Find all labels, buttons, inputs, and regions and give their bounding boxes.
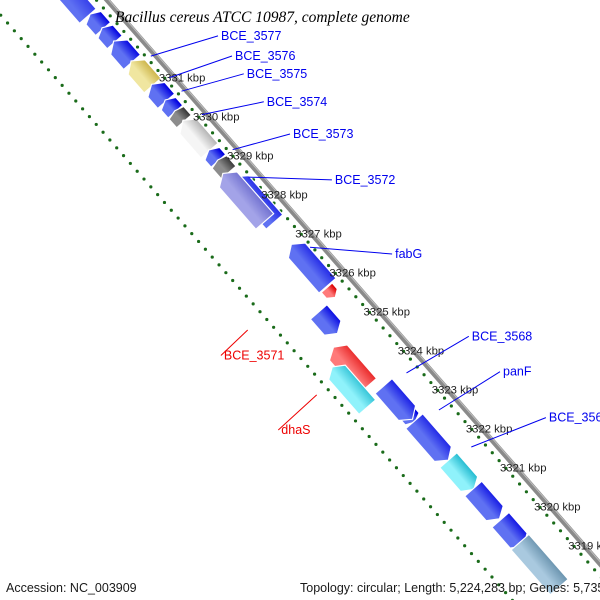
svg-text:BCE_3575: BCE_3575 — [247, 67, 308, 81]
svg-text:panF: panF — [503, 365, 532, 379]
svg-text:3323 kbp: 3323 kbp — [432, 384, 478, 396]
svg-text:3329 kbp: 3329 kbp — [227, 150, 273, 162]
svg-text:Accession: NC_003909: Accession: NC_003909 — [6, 581, 137, 595]
svg-text:BCE_3566: BCE_3566 — [549, 411, 600, 425]
svg-text:3325 kbp: 3325 kbp — [364, 306, 410, 318]
svg-text:BCE_3577: BCE_3577 — [221, 29, 282, 43]
svg-text:BCE_3576: BCE_3576 — [235, 49, 296, 63]
svg-text:3328 kbp: 3328 kbp — [261, 189, 307, 201]
svg-text:BCE_3572: BCE_3572 — [335, 173, 396, 187]
svg-text:dhaS: dhaS — [281, 423, 310, 437]
svg-text:BCE_3568: BCE_3568 — [472, 329, 533, 343]
svg-text:3326 kbp: 3326 kbp — [329, 267, 375, 279]
svg-text:Topology: circular; Length: 5,: Topology: circular; Length: 5,224,283 bp… — [300, 581, 600, 595]
svg-text:BCE_3571: BCE_3571 — [224, 349, 285, 363]
svg-text:BCE_3574: BCE_3574 — [267, 95, 328, 109]
svg-text:3324 kbp: 3324 kbp — [398, 345, 444, 357]
svg-text:3321 kbp: 3321 kbp — [500, 462, 546, 474]
svg-text:fabG: fabG — [395, 247, 422, 261]
svg-text:3320 kbp: 3320 kbp — [534, 502, 580, 514]
svg-text:3319 kbp: 3319 kbp — [568, 541, 600, 553]
svg-text:3331 kbp: 3331 kbp — [159, 72, 205, 84]
svg-text:3330 kbp: 3330 kbp — [193, 111, 239, 123]
svg-text:Bacillus cereus ATCC 10987, co: Bacillus cereus ATCC 10987, complete gen… — [115, 9, 410, 26]
svg-text:BCE_3573: BCE_3573 — [293, 127, 354, 141]
svg-text:3327 kbp: 3327 kbp — [295, 228, 341, 240]
